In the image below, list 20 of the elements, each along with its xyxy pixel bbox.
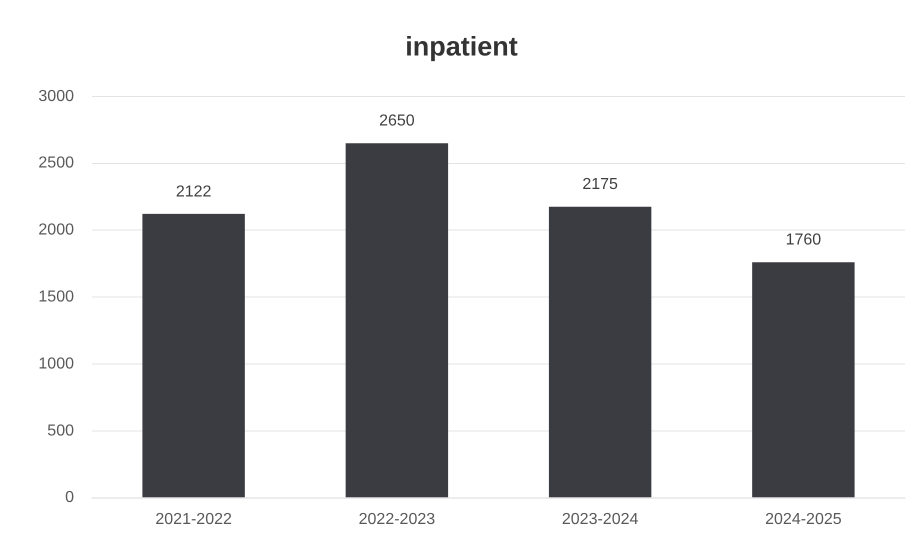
x-tick-label: 2021-2022 <box>155 510 232 528</box>
x-tick-label: 2024-2025 <box>765 510 842 528</box>
data-label: 1760 <box>786 232 822 249</box>
y-tick-label: 500 <box>47 422 74 440</box>
y-tick-label: 3000 <box>38 88 74 105</box>
y-tick-label: 1000 <box>38 355 74 372</box>
data-label: 2122 <box>176 183 212 200</box>
y-tick-label: 1500 <box>38 288 74 306</box>
bar <box>142 214 245 498</box>
chart-title: inpatient <box>405 32 518 62</box>
x-tick-label: 2023-2024 <box>562 510 638 528</box>
bar <box>346 143 448 498</box>
bar <box>548 206 652 498</box>
x-tick-label: 2022-2023 <box>358 510 436 528</box>
bar <box>752 262 855 498</box>
data-label: 2650 <box>379 112 415 130</box>
y-tick-label: 2500 <box>38 154 74 172</box>
y-tick-label: 0 <box>65 489 74 506</box>
data-label: 2175 <box>582 176 618 194</box>
y-tick-label: 2000 <box>38 222 74 239</box>
